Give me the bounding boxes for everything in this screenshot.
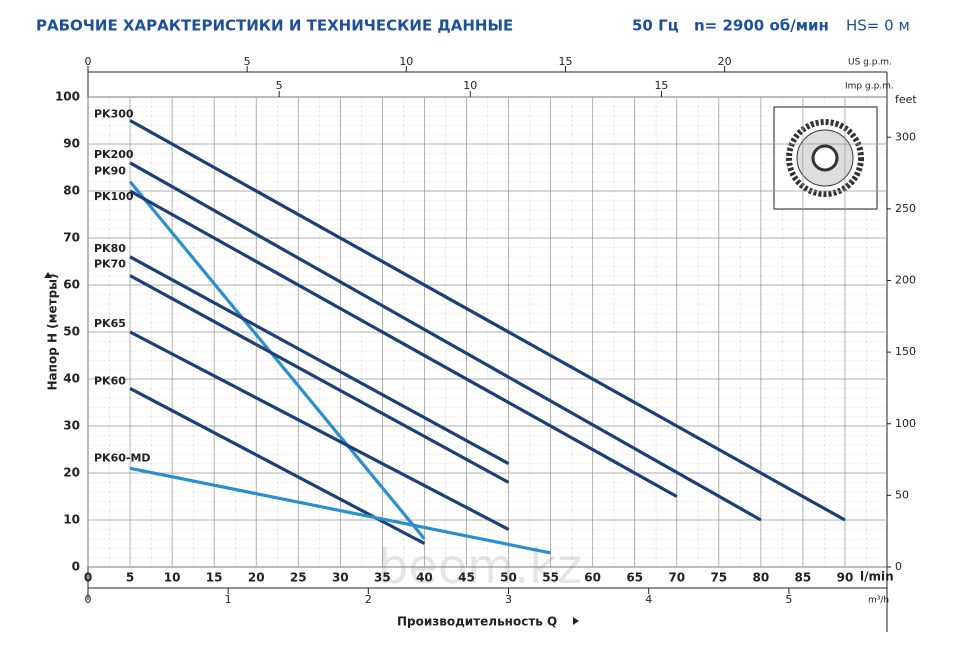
series-label: PK300 bbox=[94, 108, 134, 121]
y-tick-label: 100 bbox=[55, 90, 80, 104]
y-tick-label: 80 bbox=[63, 184, 80, 198]
x-tick-label: 60 bbox=[584, 571, 601, 585]
series-label: PK80 bbox=[94, 242, 126, 255]
y-tick-label: 0 bbox=[72, 560, 80, 574]
y-tick-label: 70 bbox=[63, 231, 80, 245]
arrow bbox=[573, 617, 579, 625]
series-label: PK65 bbox=[94, 317, 126, 330]
y2-tick-label: 100 bbox=[895, 417, 916, 430]
series-line bbox=[129, 255, 510, 466]
y2-tick-label: 300 bbox=[895, 130, 916, 143]
axis-tick-label: 2 bbox=[365, 593, 372, 606]
axis-tick-label: 0 bbox=[85, 55, 92, 68]
x-tick-label: 20 bbox=[248, 571, 265, 585]
m3h-axis-label: m³/h bbox=[868, 596, 889, 606]
x-tick-label: 90 bbox=[837, 571, 854, 585]
y2-tick-label: 150 bbox=[895, 345, 916, 358]
axis-tick-label: 10 bbox=[463, 79, 477, 92]
y-tick-label: 50 bbox=[63, 325, 80, 339]
series-label: PK100 bbox=[94, 190, 134, 203]
x-tick-label: 5 bbox=[126, 571, 134, 585]
y2-tick-label: 50 bbox=[895, 488, 909, 501]
axis-tick-label: 20 bbox=[718, 55, 732, 68]
y2-tick-label: 250 bbox=[895, 202, 916, 215]
axis-tick-label: 4 bbox=[645, 593, 652, 606]
series-line bbox=[129, 330, 510, 531]
axis-tick-label: 5 bbox=[276, 79, 283, 92]
series-label: PK90 bbox=[94, 165, 126, 178]
suction-head: HS= 0 м bbox=[846, 17, 910, 35]
series-line bbox=[129, 119, 846, 522]
series-label: PK60 bbox=[94, 374, 126, 387]
x-tick-label: 55 bbox=[542, 571, 559, 585]
x-tick-label: 45 bbox=[458, 571, 475, 585]
x-tick-label: 70 bbox=[668, 571, 685, 585]
axis-tick-label: 10 bbox=[399, 55, 413, 68]
y2-tick-label: 200 bbox=[895, 274, 916, 287]
impeller-icon bbox=[773, 106, 878, 210]
x-tick-label: 50 bbox=[500, 571, 517, 585]
y-tick-label: 60 bbox=[63, 278, 80, 292]
axis-tick-label: 1 bbox=[225, 593, 232, 606]
axis-tick-label: 15 bbox=[558, 55, 572, 68]
imp-axis-label: Imp g.p.m. bbox=[845, 82, 894, 92]
x-tick-label: 85 bbox=[795, 571, 812, 585]
x-tick-label: 35 bbox=[374, 571, 391, 585]
axis-tick-label: 5 bbox=[244, 55, 251, 68]
arrow bbox=[44, 272, 52, 278]
y-tick-label: 10 bbox=[63, 513, 80, 527]
series-label: PK60-MD bbox=[94, 451, 151, 464]
series-label: PK70 bbox=[94, 258, 126, 271]
y2-label: feet bbox=[895, 93, 917, 106]
y-axis-label: Напор H (метры) bbox=[46, 274, 60, 391]
y-tick-label: 30 bbox=[63, 419, 80, 433]
x-tick-label: 15 bbox=[206, 571, 223, 585]
x-tick-label: 80 bbox=[752, 571, 769, 585]
speed: n= 2900 об/мин bbox=[694, 17, 829, 35]
axis-tick-label: 5 bbox=[785, 593, 792, 606]
series-line bbox=[129, 161, 762, 522]
us-axis-label: US g.p.m. bbox=[848, 58, 892, 68]
series-label: PK200 bbox=[94, 148, 134, 161]
series-line bbox=[129, 189, 678, 498]
x-axis-label: Производительность Q bbox=[397, 615, 557, 629]
series-line bbox=[129, 466, 551, 555]
y2-tick-label: 0 bbox=[895, 560, 902, 573]
x-tick-label: 25 bbox=[290, 571, 307, 585]
axis-tick-label: 15 bbox=[654, 79, 668, 92]
y-tick-label: 20 bbox=[63, 466, 80, 480]
x-tick-label: 40 bbox=[416, 571, 433, 585]
x-unit: l/min bbox=[860, 570, 894, 584]
y-tick-label: 40 bbox=[63, 372, 80, 386]
chart-title: РАБОЧИЕ ХАРАКТЕРИСТИКИ И ТЕХНИЧЕСКИЕ ДАН… bbox=[36, 17, 513, 35]
series-line bbox=[128, 180, 426, 540]
y-tick-label: 90 bbox=[63, 137, 80, 151]
x-tick-label: 10 bbox=[164, 571, 181, 585]
axis-tick-label: 3 bbox=[505, 593, 512, 606]
x-tick-label: 0 bbox=[84, 571, 92, 585]
frequency: 50 Гц bbox=[632, 17, 679, 35]
axis-tick-label: 0 bbox=[85, 593, 92, 606]
x-tick-label: 75 bbox=[710, 571, 727, 585]
x-tick-label: 65 bbox=[626, 571, 643, 585]
series-line bbox=[129, 274, 510, 484]
x-tick-label: 30 bbox=[332, 571, 349, 585]
